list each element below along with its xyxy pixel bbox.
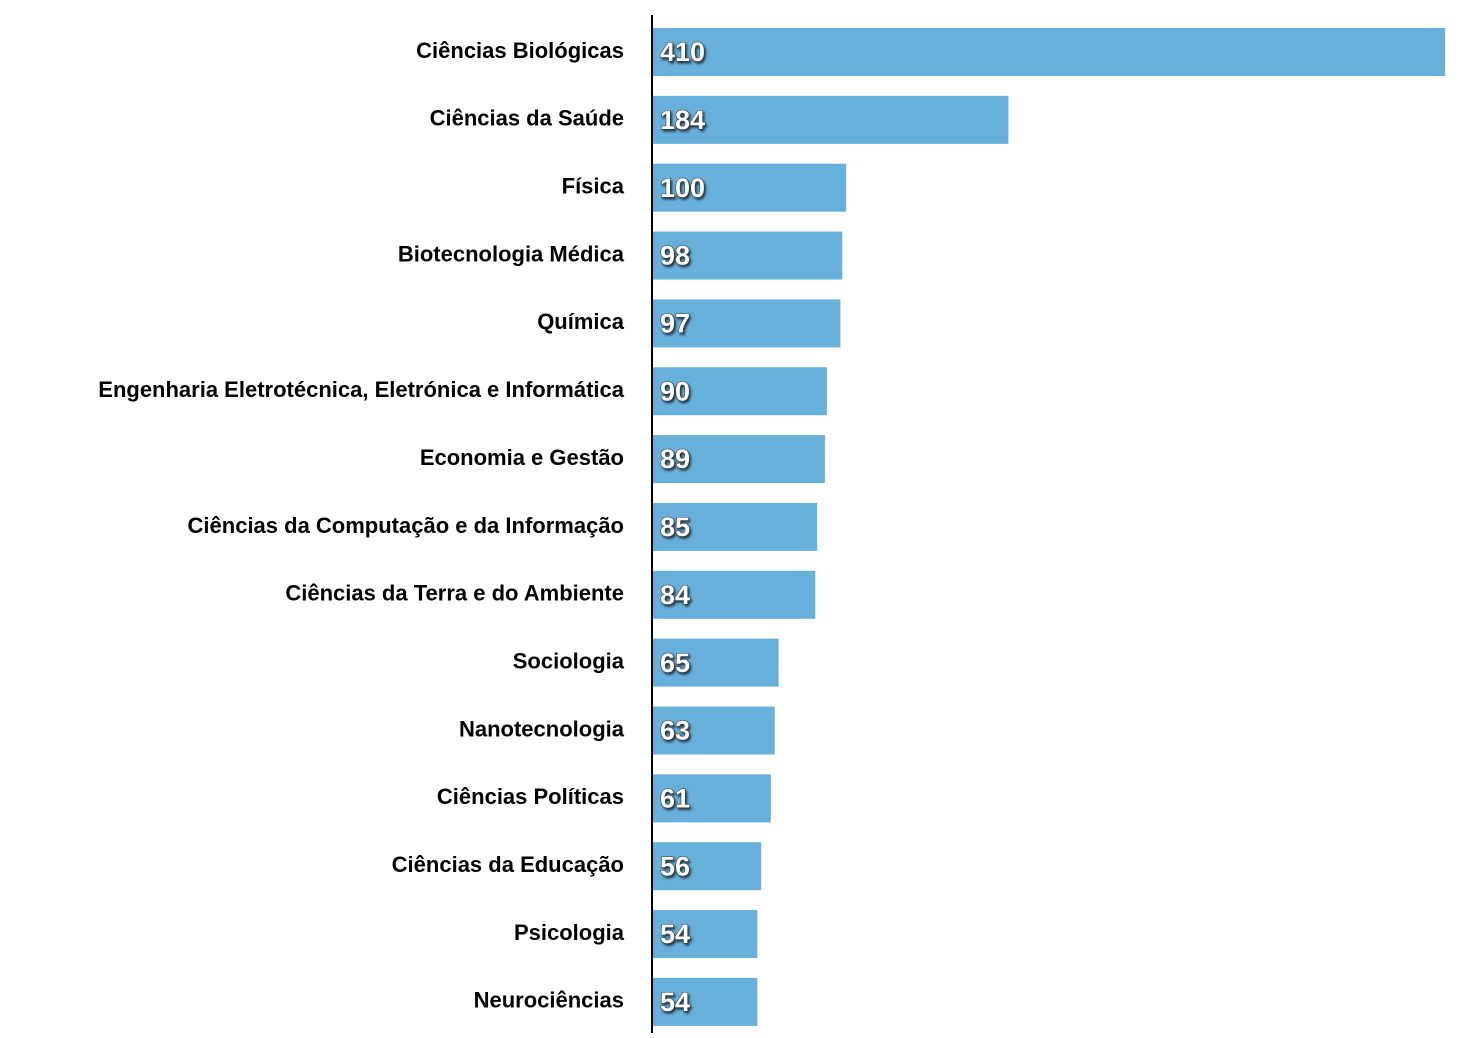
value-label: 63 xyxy=(660,716,690,746)
category-label: Ciências Biológicas xyxy=(416,38,624,63)
value-label: 98 xyxy=(660,241,690,271)
bar xyxy=(653,435,825,484)
bar xyxy=(653,95,1009,144)
bar xyxy=(653,706,775,755)
bar xyxy=(653,502,818,551)
value-label: 61 xyxy=(660,783,690,813)
value-label: 89 xyxy=(660,444,690,474)
category-label: Química xyxy=(537,309,625,334)
value-label: 54 xyxy=(660,919,690,949)
value-label: 184 xyxy=(660,105,705,135)
bar xyxy=(653,570,816,619)
category-label: Psicologia xyxy=(514,920,625,945)
bar xyxy=(653,299,841,348)
value-label: 410 xyxy=(660,37,705,67)
category-label: Ciências da Saúde xyxy=(430,106,624,131)
category-label: Engenharia Eletrotécnica, Eletrónica e I… xyxy=(98,377,624,402)
category-label: Nanotecnologia xyxy=(459,716,625,741)
category-label: Economia e Gestão xyxy=(420,445,624,470)
bar xyxy=(653,842,762,891)
bar xyxy=(653,774,771,823)
bar xyxy=(653,977,758,1026)
bar xyxy=(653,638,779,687)
bar xyxy=(653,28,1445,76)
value-label: 65 xyxy=(660,648,690,678)
category-label: Biotecnologia Médica xyxy=(398,241,625,266)
category-label: Ciências da Educação xyxy=(392,852,624,877)
bar xyxy=(653,367,827,416)
category-label: Sociologia xyxy=(513,648,625,673)
category-label: Ciências da Computação e da Informação xyxy=(188,513,624,538)
value-label: 100 xyxy=(660,173,705,203)
category-label: Neurociências xyxy=(474,988,624,1013)
value-label: 97 xyxy=(660,309,690,339)
value-label: 54 xyxy=(660,987,690,1017)
bar xyxy=(653,231,843,280)
bar xyxy=(653,910,758,959)
value-label: 90 xyxy=(660,376,690,406)
category-label: Ciências Políticas xyxy=(437,784,624,809)
value-label: 85 xyxy=(660,512,690,542)
category-label: Física xyxy=(562,174,625,199)
category-label: Ciências da Terra e do Ambiente xyxy=(285,581,624,606)
value-label: 56 xyxy=(660,851,690,881)
value-label: 84 xyxy=(660,580,690,610)
bar xyxy=(653,163,847,212)
